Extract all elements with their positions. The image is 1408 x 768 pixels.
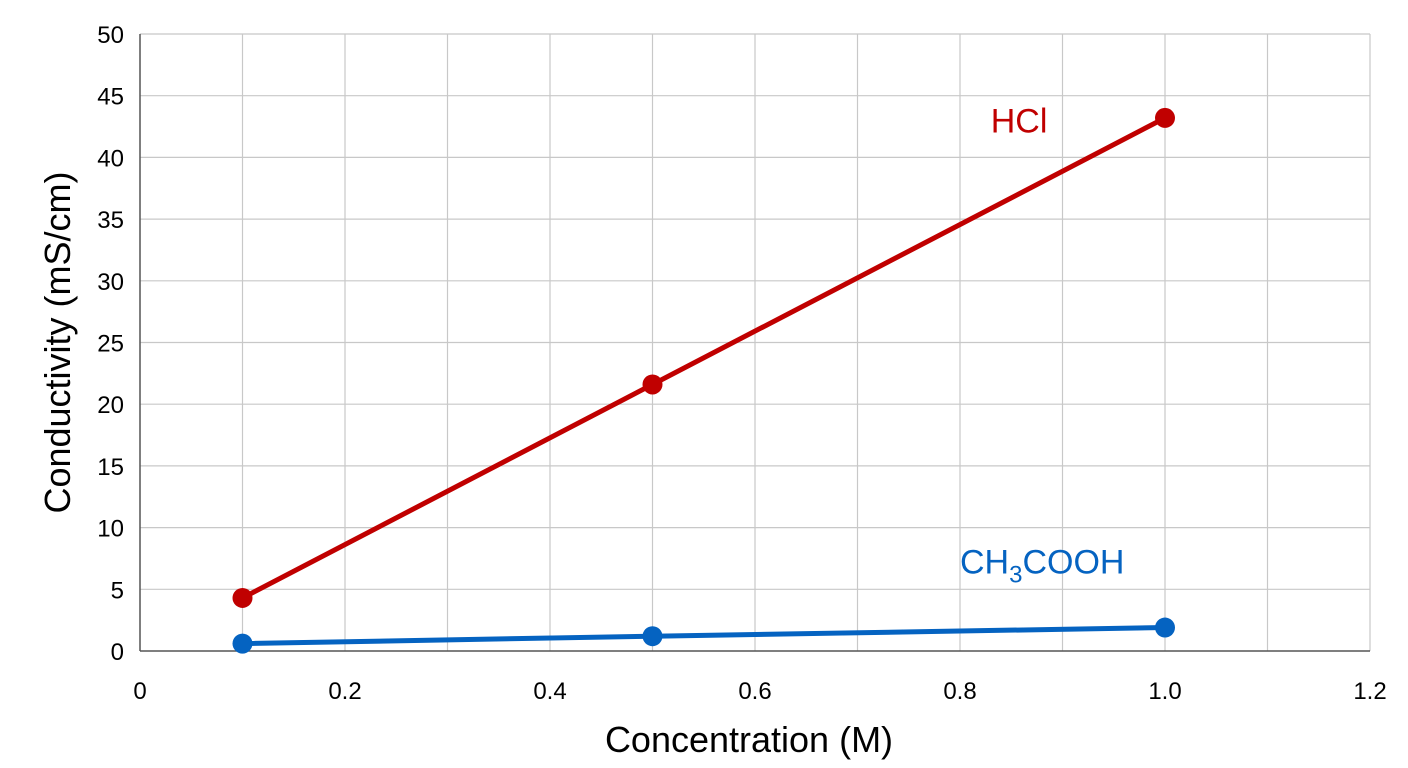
data-point bbox=[642, 374, 663, 395]
y-tick-label: 10 bbox=[97, 516, 124, 543]
y-tick-label: 15 bbox=[97, 454, 124, 481]
y-tick-label: 45 bbox=[97, 84, 124, 111]
series-label: HCl bbox=[991, 103, 1048, 141]
y-tick-label: 35 bbox=[97, 207, 124, 234]
data-point bbox=[232, 633, 253, 654]
series-labels: HCl CH3COOH bbox=[960, 103, 1124, 589]
y-axis-ticks: 0 5 10 15 20 25 30 35 40 45 50 bbox=[97, 22, 124, 666]
series-line bbox=[240, 625, 1168, 647]
y-tick-label: 20 bbox=[97, 392, 124, 419]
data-point bbox=[1155, 617, 1175, 638]
series-label: CH3COOH bbox=[960, 543, 1124, 588]
y-tick-label: 5 bbox=[111, 577, 124, 604]
y-tick-label: 0 bbox=[111, 639, 124, 666]
x-axis-title: Concentration (M) bbox=[605, 719, 893, 760]
y-axis-title: Conductivity (mS/cm) bbox=[37, 171, 78, 513]
series-line bbox=[240, 115, 1168, 601]
x-tick-label: 0 bbox=[133, 678, 146, 705]
x-axis-ticks: 0 0.2 0.4 0.6 0.8 1.0 1.2 bbox=[133, 678, 1386, 705]
plot-frame bbox=[139, 34, 1370, 652]
y-tick-label: 50 bbox=[97, 22, 124, 49]
grid bbox=[140, 33, 1371, 651]
y-tick-label: 40 bbox=[97, 145, 124, 172]
data-point bbox=[642, 626, 663, 647]
x-tick-label: 1.0 bbox=[1148, 678, 1181, 705]
y-tick-label: 30 bbox=[97, 269, 124, 296]
data-point bbox=[1155, 107, 1175, 128]
x-tick-label: 0.2 bbox=[328, 678, 361, 705]
data-point bbox=[232, 587, 253, 608]
x-tick-label: 0.4 bbox=[533, 678, 566, 705]
x-tick-label: 0.8 bbox=[943, 678, 976, 705]
x-tick-label: 0.6 bbox=[738, 678, 771, 705]
series bbox=[232, 107, 1175, 654]
x-tick-label: 1.2 bbox=[1353, 678, 1386, 705]
y-tick-label: 25 bbox=[97, 331, 124, 358]
